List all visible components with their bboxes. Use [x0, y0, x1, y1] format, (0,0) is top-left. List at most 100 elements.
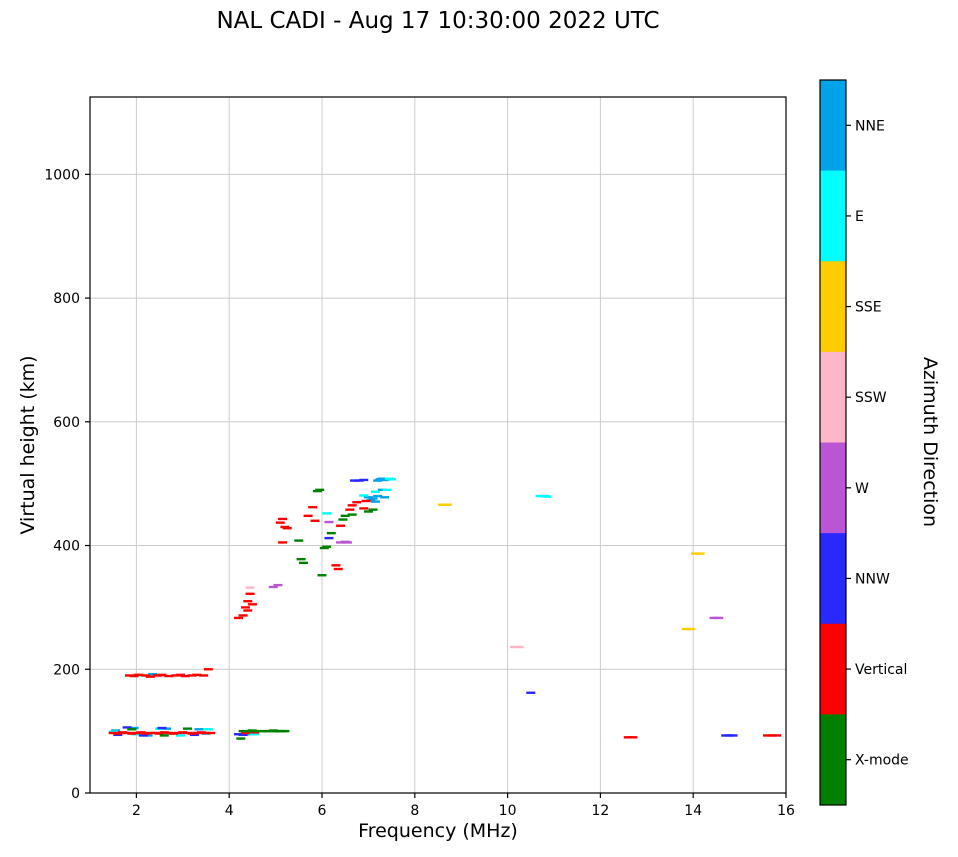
data-point-vertical: [187, 732, 197, 735]
data-point-vertical: [347, 504, 357, 507]
data-point-vertical: [187, 674, 197, 677]
data-point-sse: [442, 503, 452, 506]
data-point-sse: [438, 503, 448, 506]
colorbar-tick-label: NNE: [855, 118, 885, 134]
data-point-vertical: [275, 521, 285, 524]
data-point-x-mode: [315, 488, 325, 492]
data-point-x-mode: [347, 513, 357, 516]
data-point-vertical: [333, 567, 343, 571]
x-tick-label: 16: [777, 803, 795, 819]
colorbar-tick-label: E: [855, 209, 864, 225]
y-tick-label: 0: [71, 786, 80, 802]
data-point-sse: [695, 552, 705, 555]
x-tick-label: 4: [225, 803, 234, 819]
data-point-vertical: [157, 673, 167, 677]
plot-border: [89, 96, 787, 794]
data-point-sse: [686, 627, 696, 631]
data-point-nne: [143, 734, 153, 737]
data-point-nne: [366, 499, 376, 502]
colorbar-tick-label: X-mode: [855, 753, 909, 769]
colorbar-tick-label: Vertical: [855, 662, 907, 678]
data-point-e: [108, 730, 118, 733]
colorbar-segment-sse: [820, 261, 846, 353]
data-point-w: [343, 541, 353, 544]
data-point-vertical: [171, 674, 181, 677]
data-point-ssw: [245, 586, 255, 589]
data-point-vertical: [155, 732, 165, 735]
chart-title: NAL CADI - Aug 17 10:30:00 2022 UTC: [216, 8, 660, 34]
x-tick-label: 8: [410, 803, 419, 819]
data-point-vertical: [124, 674, 134, 677]
data-point-vertical: [152, 674, 162, 677]
data-point-x-mode: [243, 729, 253, 733]
data-point-x-mode: [368, 508, 378, 511]
x-tick-label: 14: [684, 803, 702, 819]
data-point-x-mode: [280, 729, 290, 733]
data-point-vertical: [278, 541, 288, 544]
data-point-e: [203, 728, 213, 731]
colorbar-segment-e: [820, 170, 846, 262]
data-point-x-mode: [159, 734, 169, 737]
data-point-x-mode: [127, 728, 137, 731]
data-point-vertical: [173, 731, 183, 735]
data-point-nnw: [233, 733, 243, 736]
data-point-vertical: [169, 732, 179, 735]
data-point-e: [131, 733, 141, 736]
data-point-x-mode: [296, 557, 306, 561]
data-point-nnw: [189, 733, 199, 737]
data-point-nnw: [122, 726, 132, 729]
data-point-nne: [194, 728, 204, 731]
data-point-w: [336, 541, 346, 544]
data-point-vertical: [145, 675, 155, 678]
data-point-vertical: [361, 499, 371, 503]
data-point-vertical: [250, 731, 260, 734]
y-tick-label: 1000: [44, 167, 80, 183]
data-point-nnw: [157, 726, 167, 730]
data-point-nne: [111, 729, 121, 732]
data-point-nnw: [354, 479, 364, 482]
data-point-vertical: [145, 731, 155, 735]
y-axis-label: Virtual height (km): [17, 355, 39, 535]
data-point-vertical: [238, 614, 248, 617]
data-point-vertical: [772, 734, 782, 737]
data-point-vertical: [352, 501, 362, 504]
data-point-x-mode: [182, 727, 192, 730]
data-point-x-mode: [247, 729, 257, 732]
data-point-vertical: [303, 514, 313, 518]
data-point-vertical: [201, 731, 211, 735]
data-point-x-mode: [312, 489, 322, 493]
data-point-nnw: [238, 733, 248, 737]
data-point-e: [542, 495, 552, 498]
data-point-x-mode: [257, 729, 267, 733]
data-point-x-mode: [317, 574, 327, 577]
colorbar-segment-nne: [820, 80, 846, 172]
data-point-nnw: [349, 479, 359, 482]
colorbar-segment-x-mode: [820, 714, 846, 806]
data-point-x-mode: [363, 510, 373, 513]
data-point-e: [359, 494, 369, 497]
colorbar-segment-nnw: [820, 533, 846, 625]
data-point-ssw: [514, 645, 524, 649]
data-point-vertical: [192, 673, 202, 677]
data-point-e: [535, 494, 545, 498]
colorbar-segment-ssw: [820, 351, 846, 443]
colorbar-tick-label: NNW: [855, 571, 890, 587]
data-point-vertical: [280, 525, 290, 529]
data-point-vertical: [192, 731, 202, 735]
data-point-w: [324, 520, 334, 524]
data-point-w: [268, 585, 278, 589]
data-point-vertical: [122, 731, 132, 735]
colorbar-segment-w: [820, 442, 846, 534]
data-point-nne: [162, 727, 172, 730]
y-tick-label: 200: [53, 662, 80, 678]
data-point-vertical: [131, 731, 141, 735]
data-point-nne: [373, 479, 383, 482]
data-point-vertical: [203, 668, 213, 671]
data-point-nnw: [113, 733, 123, 737]
data-point-nnw: [138, 734, 148, 737]
data-point-vertical: [282, 527, 292, 530]
data-point-vertical: [134, 673, 144, 677]
x-axis-label: Frequency (MHz): [358, 820, 518, 842]
data-point-vertical: [243, 600, 253, 603]
